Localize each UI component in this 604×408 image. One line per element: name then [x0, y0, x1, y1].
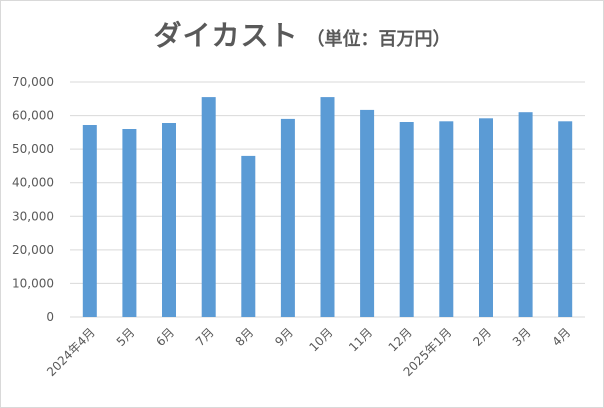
chart-title: ダイカスト: [153, 19, 299, 52]
chart-title-area: ダイカスト （単位：百万円）: [0, 14, 604, 54]
x-category-label: 12月: [386, 325, 415, 354]
bar: [280, 118, 295, 318]
chart-subtitle: （単位：百万円）: [306, 29, 451, 50]
y-axis-tick-labels: 0 10,000 20,000 30,000 40,000 50,000 60,000 70,…: [12, 75, 54, 324]
y-tick-label: 40,000: [12, 176, 54, 190]
x-category-label: 5月: [114, 325, 138, 349]
bar: [479, 118, 493, 317]
bar: [201, 97, 216, 317]
y-tick-label: 70,000: [12, 75, 54, 89]
x-category-label: 7月: [193, 325, 217, 349]
bar: [162, 123, 176, 317]
x-category-label: 10月: [306, 325, 335, 354]
x-category-label: 9月: [272, 325, 296, 349]
bars: [82, 97, 573, 318]
y-tick-label: 30,000: [12, 209, 54, 223]
bar: [558, 121, 573, 317]
x-category-label: 2月: [470, 325, 494, 349]
bar: [122, 129, 137, 317]
x-category-label: 3月: [510, 325, 534, 349]
x-category-label: 11月: [346, 325, 375, 354]
y-tick-label: 10,000: [12, 276, 54, 290]
x-category-label: 8月: [233, 325, 257, 349]
bar: [399, 122, 414, 317]
x-category-label: 2024年4月: [44, 325, 98, 379]
y-tick-label: 20,000: [12, 243, 54, 257]
bar: [518, 112, 533, 317]
y-tick-label: 0: [46, 310, 54, 324]
bar: [320, 97, 335, 317]
bar: [439, 121, 454, 317]
x-category-label: 4月: [550, 325, 574, 349]
bar: [360, 109, 375, 318]
bar: [82, 125, 97, 317]
x-category-label: 6月: [153, 325, 177, 349]
bar: [241, 155, 256, 317]
y-tick-label: 50,000: [12, 142, 54, 156]
y-tick-label: 60,000: [12, 109, 54, 123]
